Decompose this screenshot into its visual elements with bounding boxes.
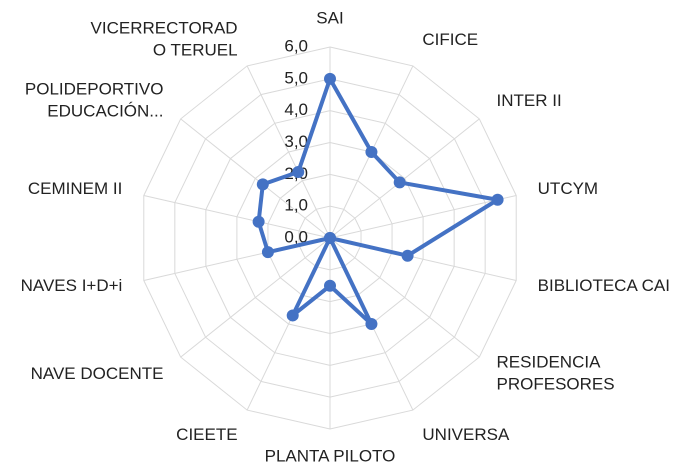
point — [491, 193, 504, 206]
category-label: CIEETE — [176, 425, 237, 444]
spoke — [329, 237, 480, 358]
r-tick-label: 3,0 — [284, 132, 308, 151]
point — [286, 309, 299, 322]
point — [365, 318, 378, 331]
category-label: CIFICE — [422, 30, 478, 49]
point — [261, 246, 274, 259]
point — [256, 178, 269, 191]
spoke — [180, 237, 331, 358]
spoke — [329, 195, 517, 239]
spoke — [143, 195, 331, 239]
point — [292, 166, 305, 179]
r-tick-label: 1,0 — [284, 196, 308, 215]
category-label: PLANTA PILOTO — [265, 446, 396, 464]
point — [393, 176, 406, 189]
category-label: SAI — [316, 8, 343, 27]
category-label: CEMINEM II — [28, 179, 122, 198]
r-tick-label: 0,0 — [284, 227, 308, 246]
r-tick-label: 5,0 — [284, 68, 308, 87]
category-label: NAVE DOCENTE — [31, 364, 164, 383]
category-label: INTER II — [497, 91, 562, 110]
point — [252, 215, 265, 228]
point — [324, 232, 336, 244]
category-label: NAVES I+D+i — [21, 276, 123, 295]
point — [401, 249, 414, 262]
spoke — [329, 118, 480, 239]
point — [324, 72, 336, 85]
r-tick-label: 4,0 — [284, 100, 308, 119]
r-tick-label: 6,0 — [284, 36, 308, 55]
spoke — [180, 118, 331, 239]
point — [365, 145, 378, 158]
category-label: VICERRECTORAD O TERUEL — [91, 19, 238, 60]
category-label: BIBLIOTECA CAI — [538, 276, 670, 295]
category-label: UTCYM — [538, 179, 598, 198]
category-label: UNIVERSA — [422, 425, 510, 444]
spoke — [246, 65, 331, 239]
point — [324, 279, 336, 292]
category-label: POLIDEPORTIVO EDUCACIÓN... — [25, 80, 164, 121]
category-label: RESIDENCIA PROFESORES — [497, 353, 615, 394]
